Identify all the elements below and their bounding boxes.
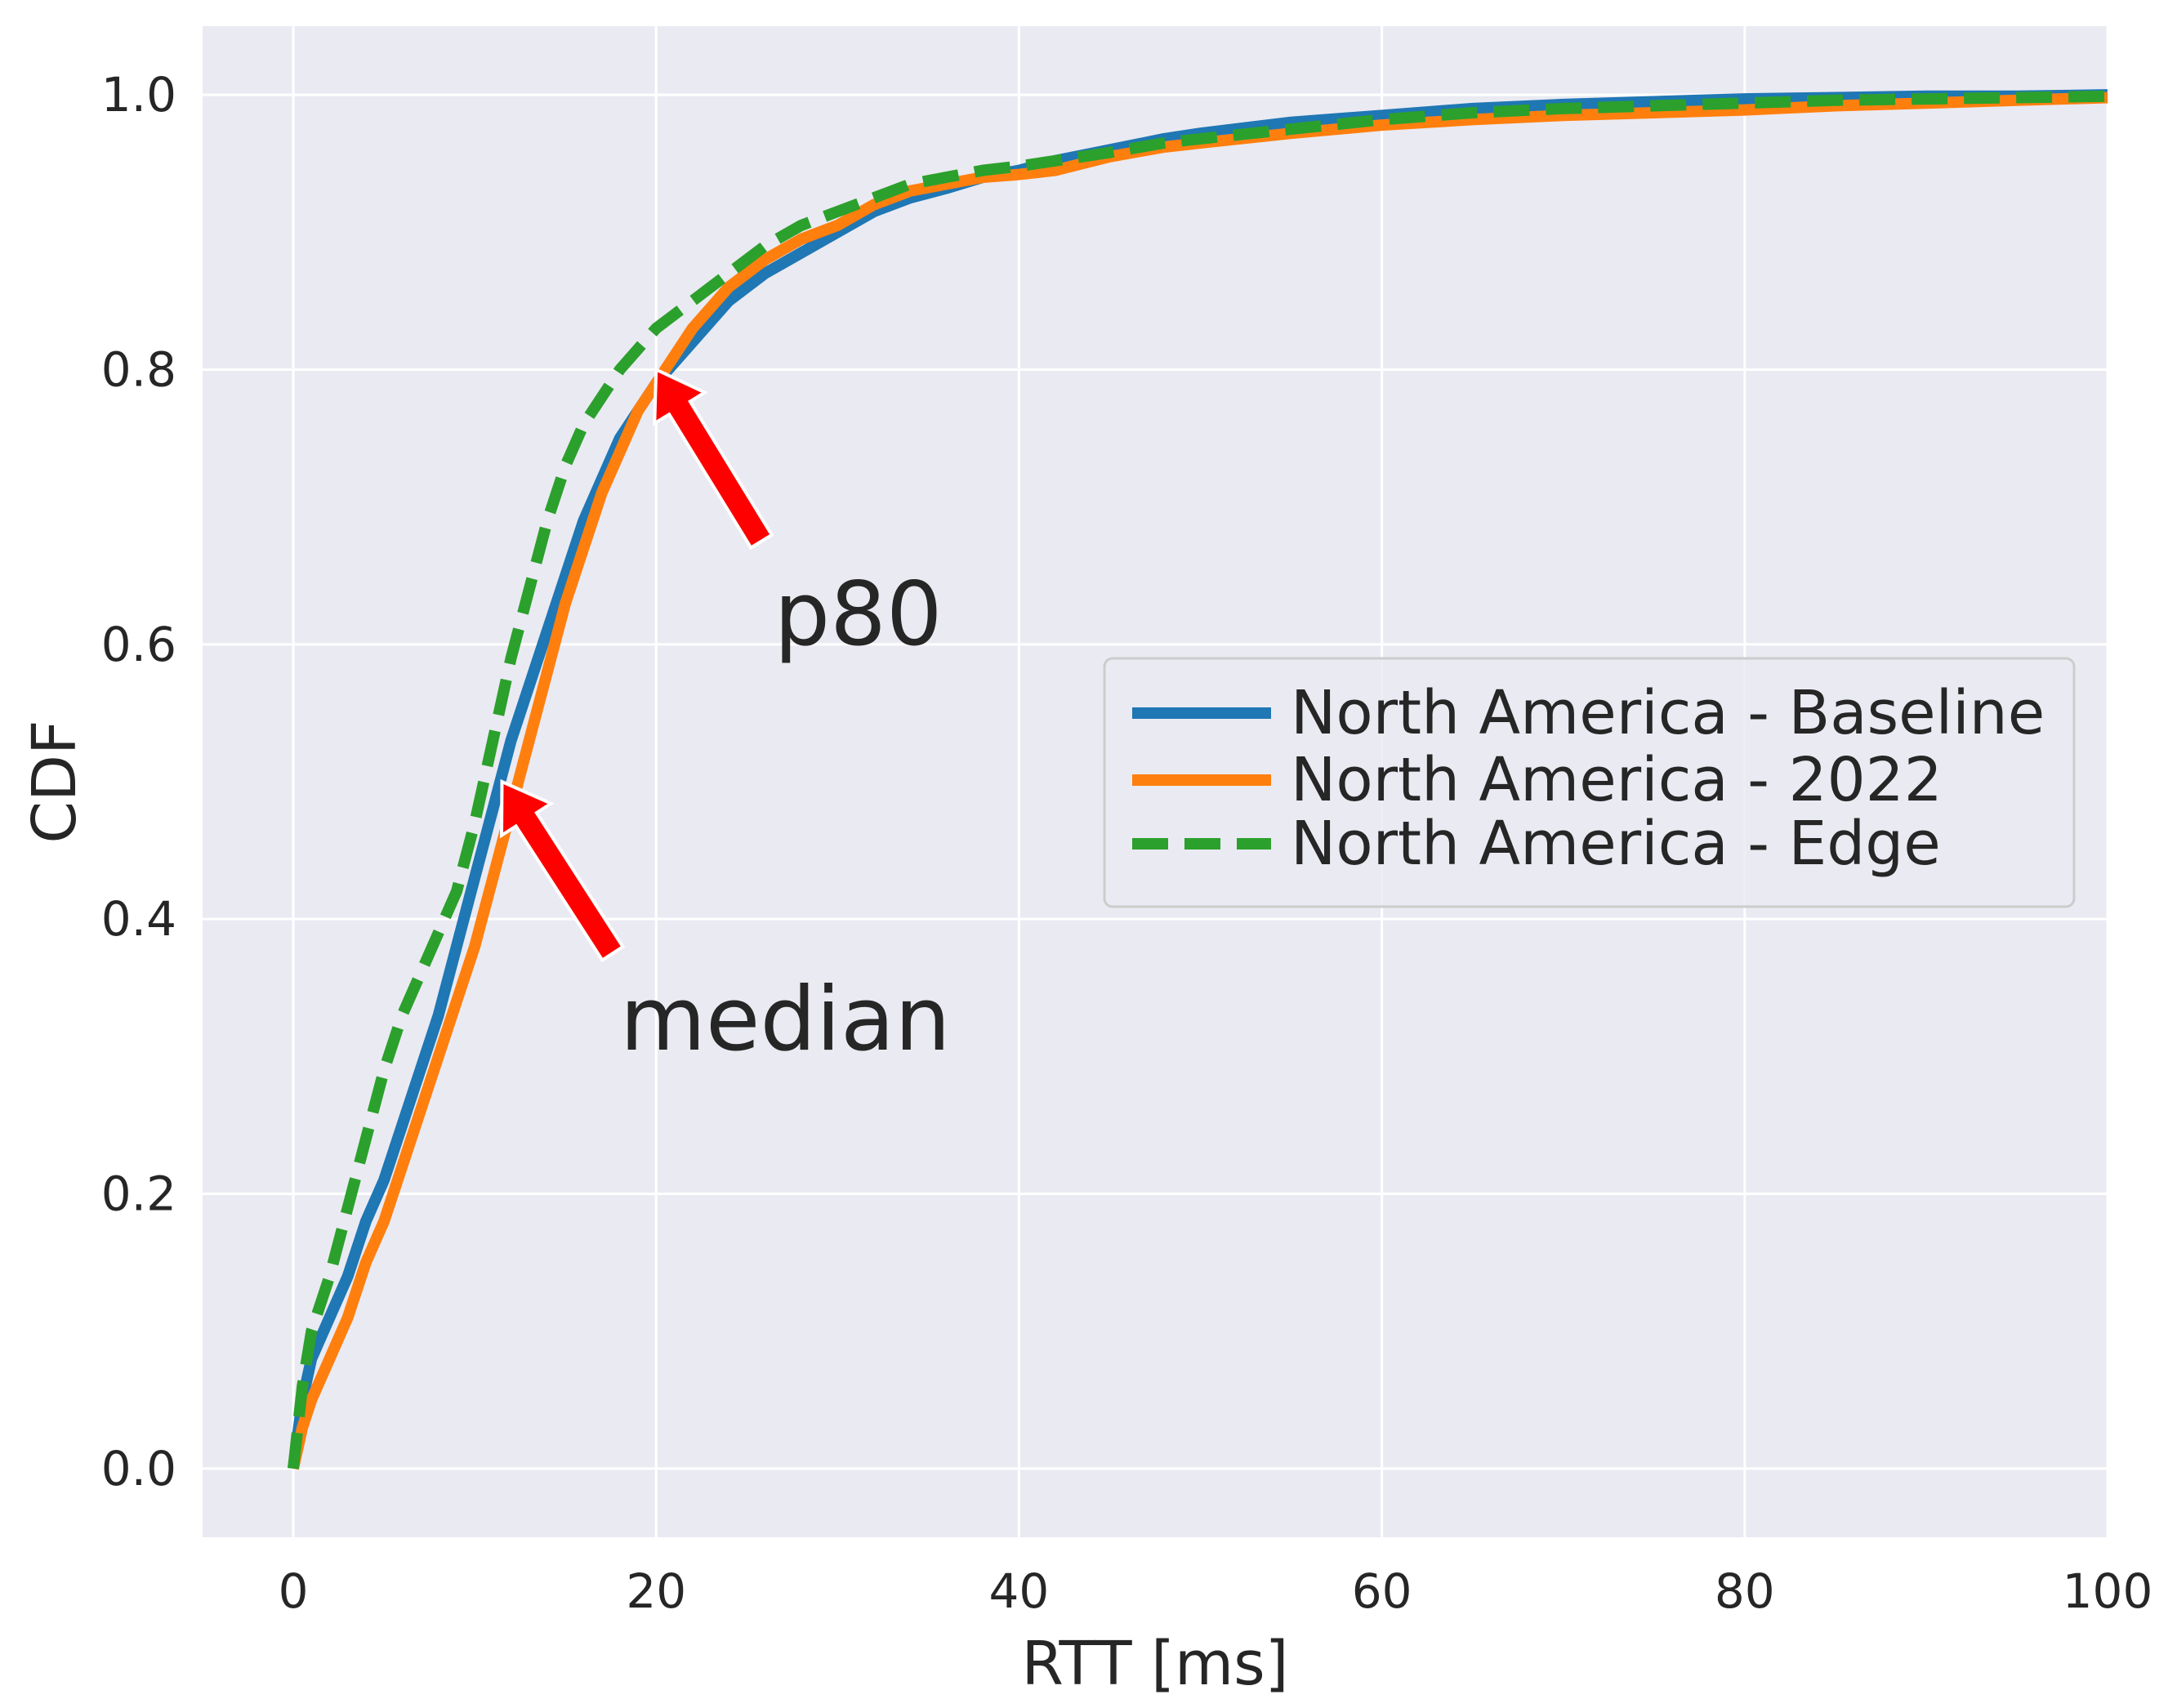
y-tick-label: 0.6 — [101, 617, 176, 672]
x-axis-label: RTT [ms] — [1021, 1629, 1288, 1699]
y-tick-label: 0.4 — [101, 891, 176, 947]
legend-box — [1103, 657, 2076, 908]
grid-lines — [203, 26, 2109, 1537]
annotation-label-1: median — [620, 969, 951, 1071]
annotation-label-0: p80 — [774, 564, 943, 666]
y-tick-label: 0.0 — [101, 1441, 176, 1496]
annotation-arrow-0 — [653, 367, 774, 551]
series-line-2 — [288, 90, 2108, 1469]
legend-label-2022: North America - 2022 — [1291, 745, 1943, 815]
legend: North America - Baseline North America -… — [1103, 657, 2076, 908]
series-line-0 — [288, 89, 2108, 1469]
x-tick-label: 20 — [626, 1563, 686, 1619]
y-tick-label: 0.2 — [101, 1166, 176, 1222]
y-axis-label: CDF — [20, 720, 90, 843]
x-tick-label: 40 — [989, 1563, 1050, 1619]
y-tick-label: 0.8 — [101, 341, 176, 397]
legend-label-baseline: North America - Baseline — [1291, 678, 2045, 748]
y-tick-label: 1.0 — [101, 67, 176, 123]
x-tick-label: 60 — [1352, 1563, 1412, 1619]
annotations: p80 median — [499, 367, 951, 1071]
tick-labels: 0 20 40 60 80 100 0.0 0.2 0.4 0.6 0.8 1.0 — [101, 67, 2153, 1619]
annotation-arrow-1 — [499, 778, 626, 963]
x-tick-label: 100 — [2063, 1563, 2153, 1619]
series-line-1 — [288, 91, 2108, 1470]
x-tick-label: 80 — [1715, 1563, 1775, 1619]
legend-label-edge: North America - Edge — [1291, 809, 1941, 879]
data-series — [288, 89, 2108, 1470]
x-tick-label: 0 — [279, 1563, 309, 1619]
